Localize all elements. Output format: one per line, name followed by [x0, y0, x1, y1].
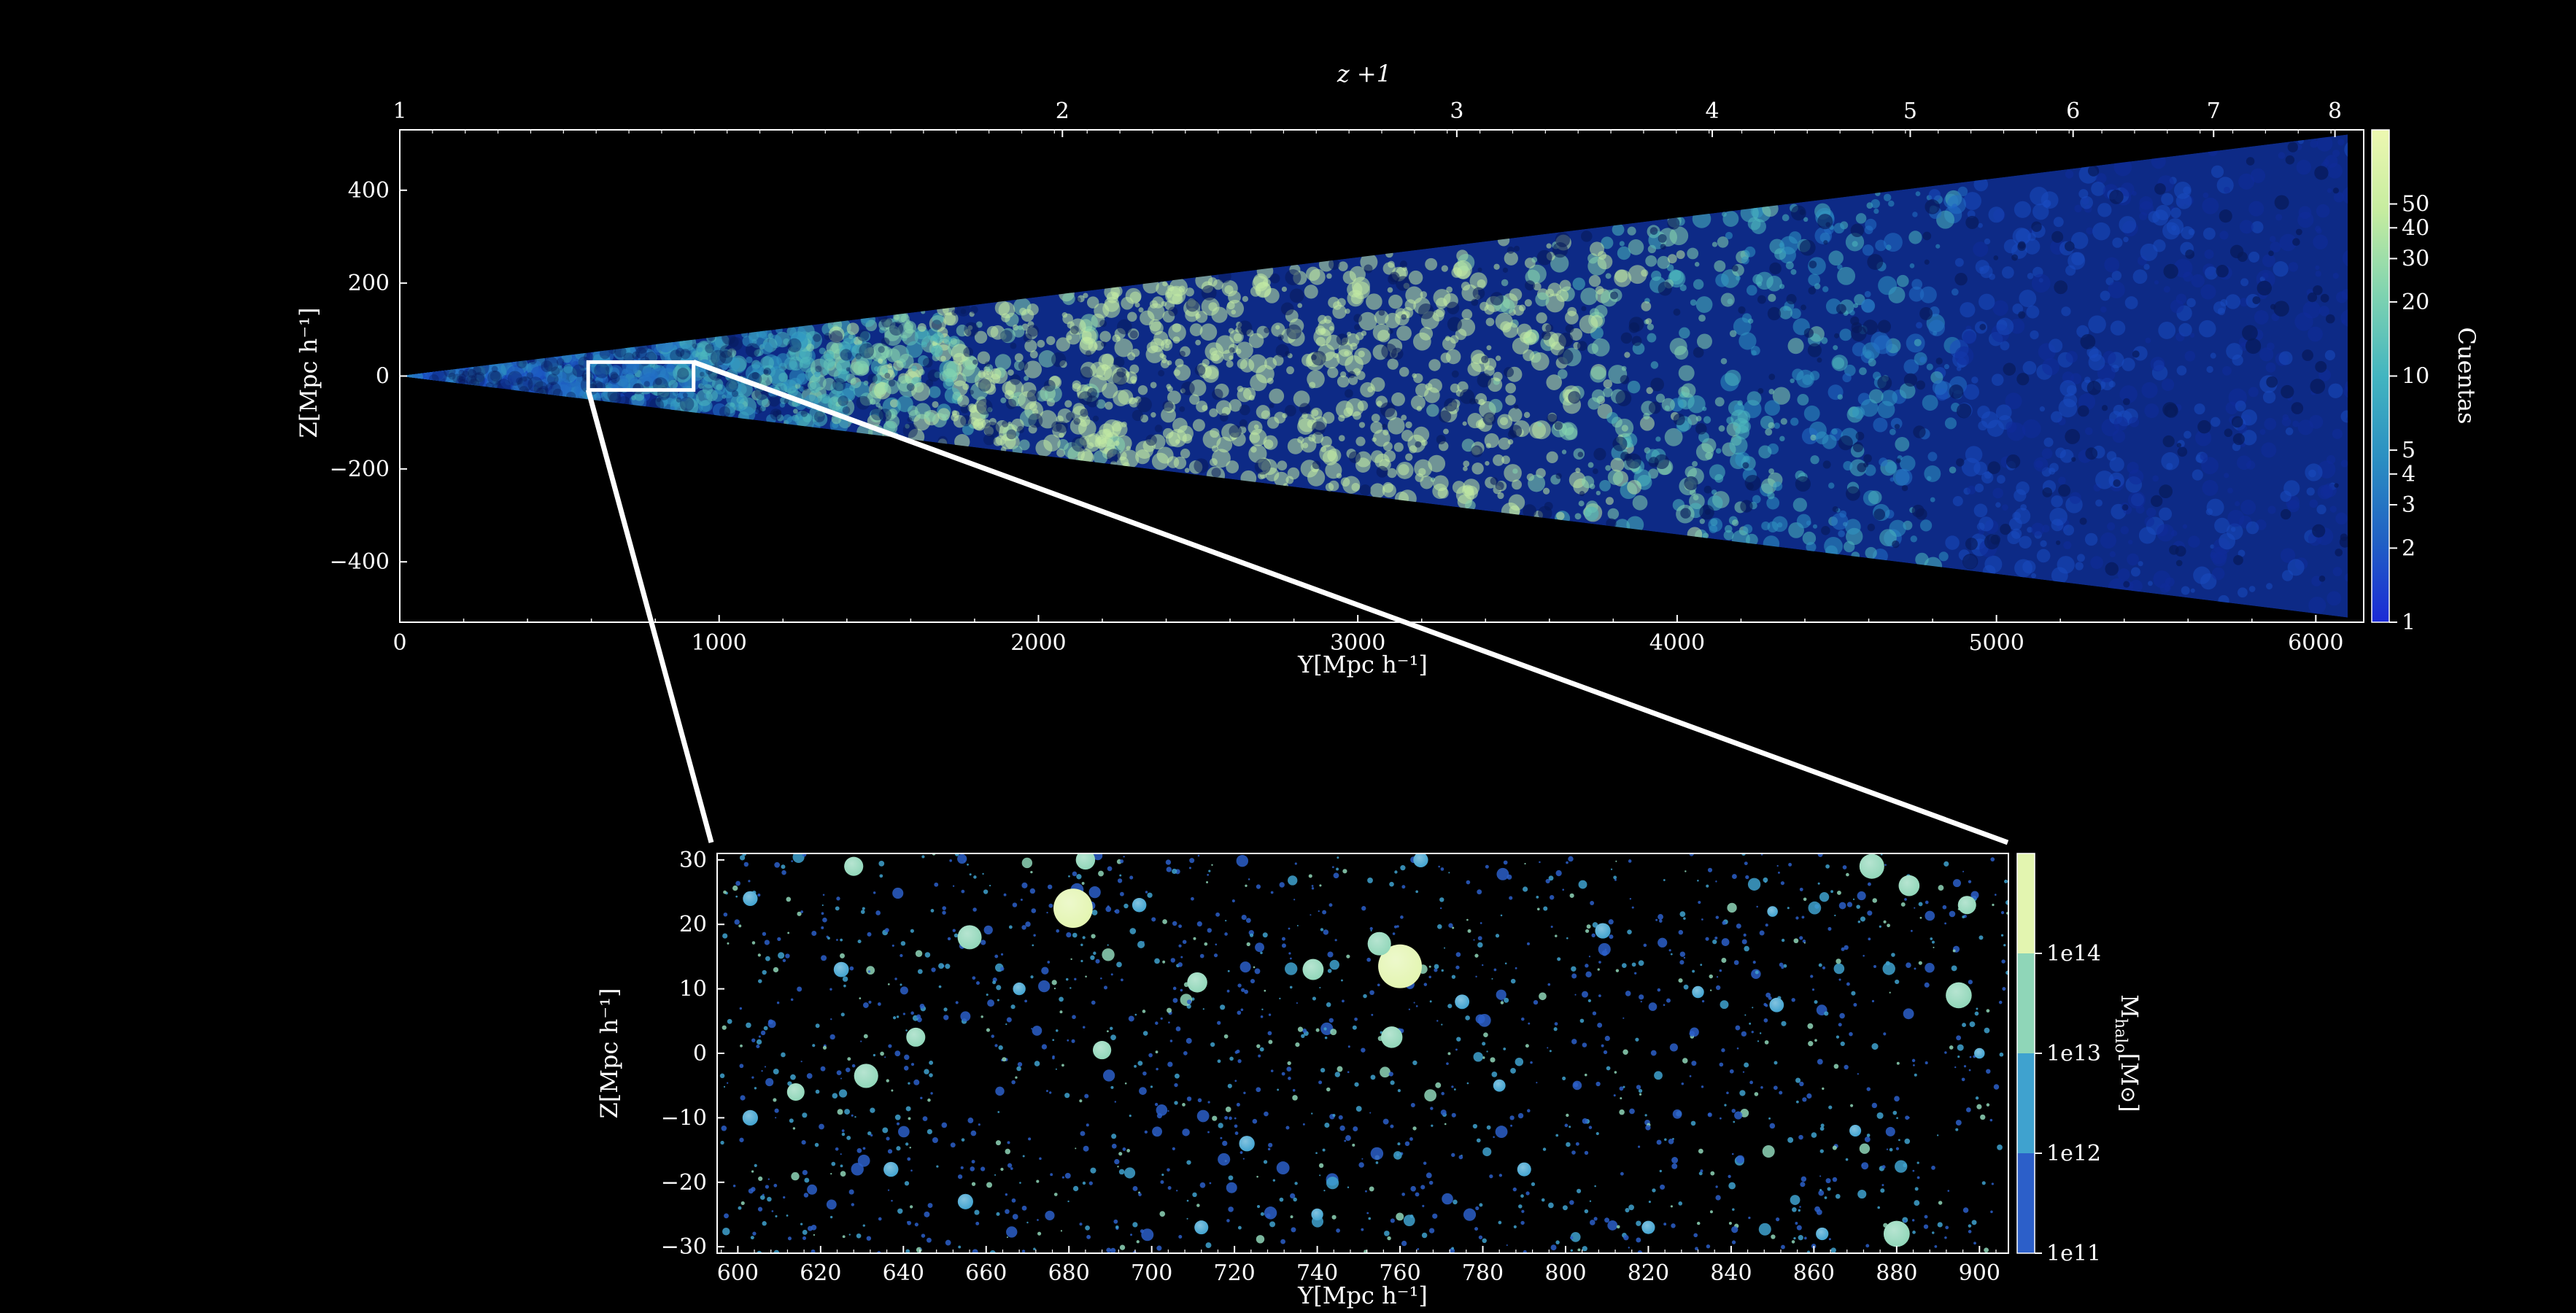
- zoom-connector-right: [692, 360, 2009, 845]
- counts-tick-label: 50: [2402, 192, 2429, 217]
- zoom-x-tick-label: 700: [1131, 1260, 1172, 1286]
- mass-tick-label: 1e11: [2046, 1241, 2101, 1266]
- x-tick-label: 1000: [692, 630, 747, 656]
- zoom-indicator: [585, 360, 2009, 845]
- redshift-tick-label: 1: [392, 98, 406, 124]
- zoom-y-label: Z[Mpc h⁻¹]: [595, 988, 623, 1119]
- zoom-connector-left: [585, 389, 714, 843]
- zoom-y-tick-label: 0: [693, 1041, 707, 1066]
- zoom-plot-background: [717, 853, 2008, 1253]
- counts-tick-label: 30: [2402, 246, 2429, 271]
- zoom-y-axis: 30 20 10 0 −10 −20 −30: [661, 848, 724, 1260]
- zoom-x-tick-label: 620: [800, 1260, 841, 1286]
- x-tick-label: 6000: [2288, 630, 2343, 656]
- y-tick-label: 0: [376, 364, 390, 390]
- redshift-tick-label: 3: [1450, 98, 1463, 124]
- mass-colorbar-ticks: 1e11 1e12 1e13 1e14: [2035, 941, 2101, 1266]
- counts-colorbar-label: Cuentas: [2453, 328, 2480, 425]
- zoom-y-tick-label: −20: [661, 1170, 707, 1196]
- x-tick-label: 2000: [1010, 630, 1066, 656]
- mass-tick-label: 1e13: [2046, 1041, 2101, 1066]
- mass-colorbar-segment: [2017, 953, 2035, 1053]
- redshift-axis-label: z +1: [1337, 60, 1391, 88]
- halo-points: [742, 853, 1985, 1247]
- zoom-x-tick-label: 600: [717, 1260, 759, 1286]
- mass-colorbar-segment: [2017, 1153, 2035, 1253]
- counts-colorbar: [2372, 130, 2389, 622]
- mass-colorbar-label: Mhalo[M⊙]: [2111, 994, 2143, 1112]
- halo-noise: [719, 853, 2008, 1253]
- x-tick-label: 5000: [1968, 630, 2024, 656]
- zoom-y-tick-label: 30: [679, 848, 707, 873]
- zoom-x-tick-label: 640: [883, 1260, 924, 1286]
- zoom-x-tick-label: 840: [1710, 1260, 1752, 1286]
- top-x-label: Y[Mpc h⁻¹]: [1297, 651, 1428, 678]
- zoom-x-tick-label: 680: [1048, 1260, 1090, 1286]
- y-tick-label: 200: [348, 271, 390, 296]
- zoom-box: [586, 360, 696, 392]
- zoom-x-tick-label: 900: [1959, 1260, 2000, 1286]
- zoom-x-tick-label: 720: [1214, 1260, 1256, 1286]
- zoom-x-tick-label: 880: [1876, 1260, 1917, 1286]
- top-x-axis: 0 1000 2000 3000 4000 5000 6000: [392, 615, 2344, 656]
- cone-texture: [400, 134, 2348, 618]
- counts-tick-label: 5: [2402, 438, 2416, 463]
- zoom-x-tick-label: 780: [1462, 1260, 1504, 1286]
- zoom-x-label: Y[Mpc h⁻¹]: [1297, 1282, 1428, 1309]
- mass-colorbar-segment: [2017, 853, 2035, 953]
- zoom-y-tick-label: 10: [679, 977, 707, 1002]
- zoom-x-tick-label: 820: [1628, 1260, 1669, 1286]
- zoom-y-tick-label: −10: [661, 1105, 707, 1131]
- lightcone-panel: 0 1000 2000 3000 4000 5000 6000 4002000−200−40…: [295, 60, 2480, 845]
- y-tick-label: 400: [348, 178, 390, 204]
- counts-tick-label: 1: [2402, 610, 2416, 635]
- counts-tick-label: 3: [2402, 492, 2416, 518]
- top-y-axis: 400 200 0 −200 −400: [330, 178, 407, 575]
- zoom-x-axis: 600 620 640 660 680 700 720 740 760 780 800 820 840 8…: [717, 1246, 2000, 1286]
- counts-tick-label: 2: [2402, 535, 2416, 561]
- zoom-x-tick-label: 740: [1296, 1260, 1338, 1286]
- top-y-label: Z[Mpc h⁻¹]: [295, 308, 322, 438]
- y-tick-label: −400: [330, 549, 390, 575]
- redshift-tick-label: 5: [1903, 98, 1917, 124]
- counts-tick-label: 40: [2402, 215, 2429, 241]
- redshift-tick-label: 4: [1705, 98, 1719, 124]
- halo-zoom-panel: 600 620 640 660 680 700 720 740 760 780 800 820 840 8…: [595, 848, 2143, 1309]
- mass-tick-label: 1e12: [2046, 1141, 2101, 1166]
- counts-tick-label: 10: [2402, 364, 2429, 390]
- mass-colorbar: [2016, 853, 2035, 1254]
- zoom-x-tick-label: 800: [1544, 1260, 1586, 1286]
- counts-tick-label: 4: [2402, 462, 2416, 487]
- redshift-tick-label: 6: [2066, 98, 2080, 124]
- redshift-axis: 1 2 3 4 5 6 7 8: [392, 98, 2342, 137]
- redshift-tick-label: 7: [2207, 98, 2221, 124]
- x-tick-label: 4000: [1649, 630, 1705, 656]
- zoom-y-tick-label: 20: [679, 912, 707, 937]
- zoom-x-tick-label: 760: [1379, 1260, 1420, 1286]
- zoom-x-tick-label: 860: [1793, 1260, 1835, 1286]
- zoom-y-tick-label: −30: [661, 1234, 707, 1260]
- x-tick-label: 0: [392, 630, 406, 656]
- zoom-x-tick-label: 660: [965, 1260, 1007, 1286]
- mass-colorbar-segment: [2017, 1053, 2035, 1153]
- y-tick-label: −200: [330, 457, 390, 482]
- mass-tick-label: 1e14: [2046, 941, 2101, 967]
- redshift-tick-label: 2: [1056, 98, 1070, 124]
- redshift-tick-label: 8: [2328, 98, 2342, 124]
- counts-tick-label: 20: [2402, 290, 2429, 315]
- x-tick-label: 3000: [1330, 630, 1385, 656]
